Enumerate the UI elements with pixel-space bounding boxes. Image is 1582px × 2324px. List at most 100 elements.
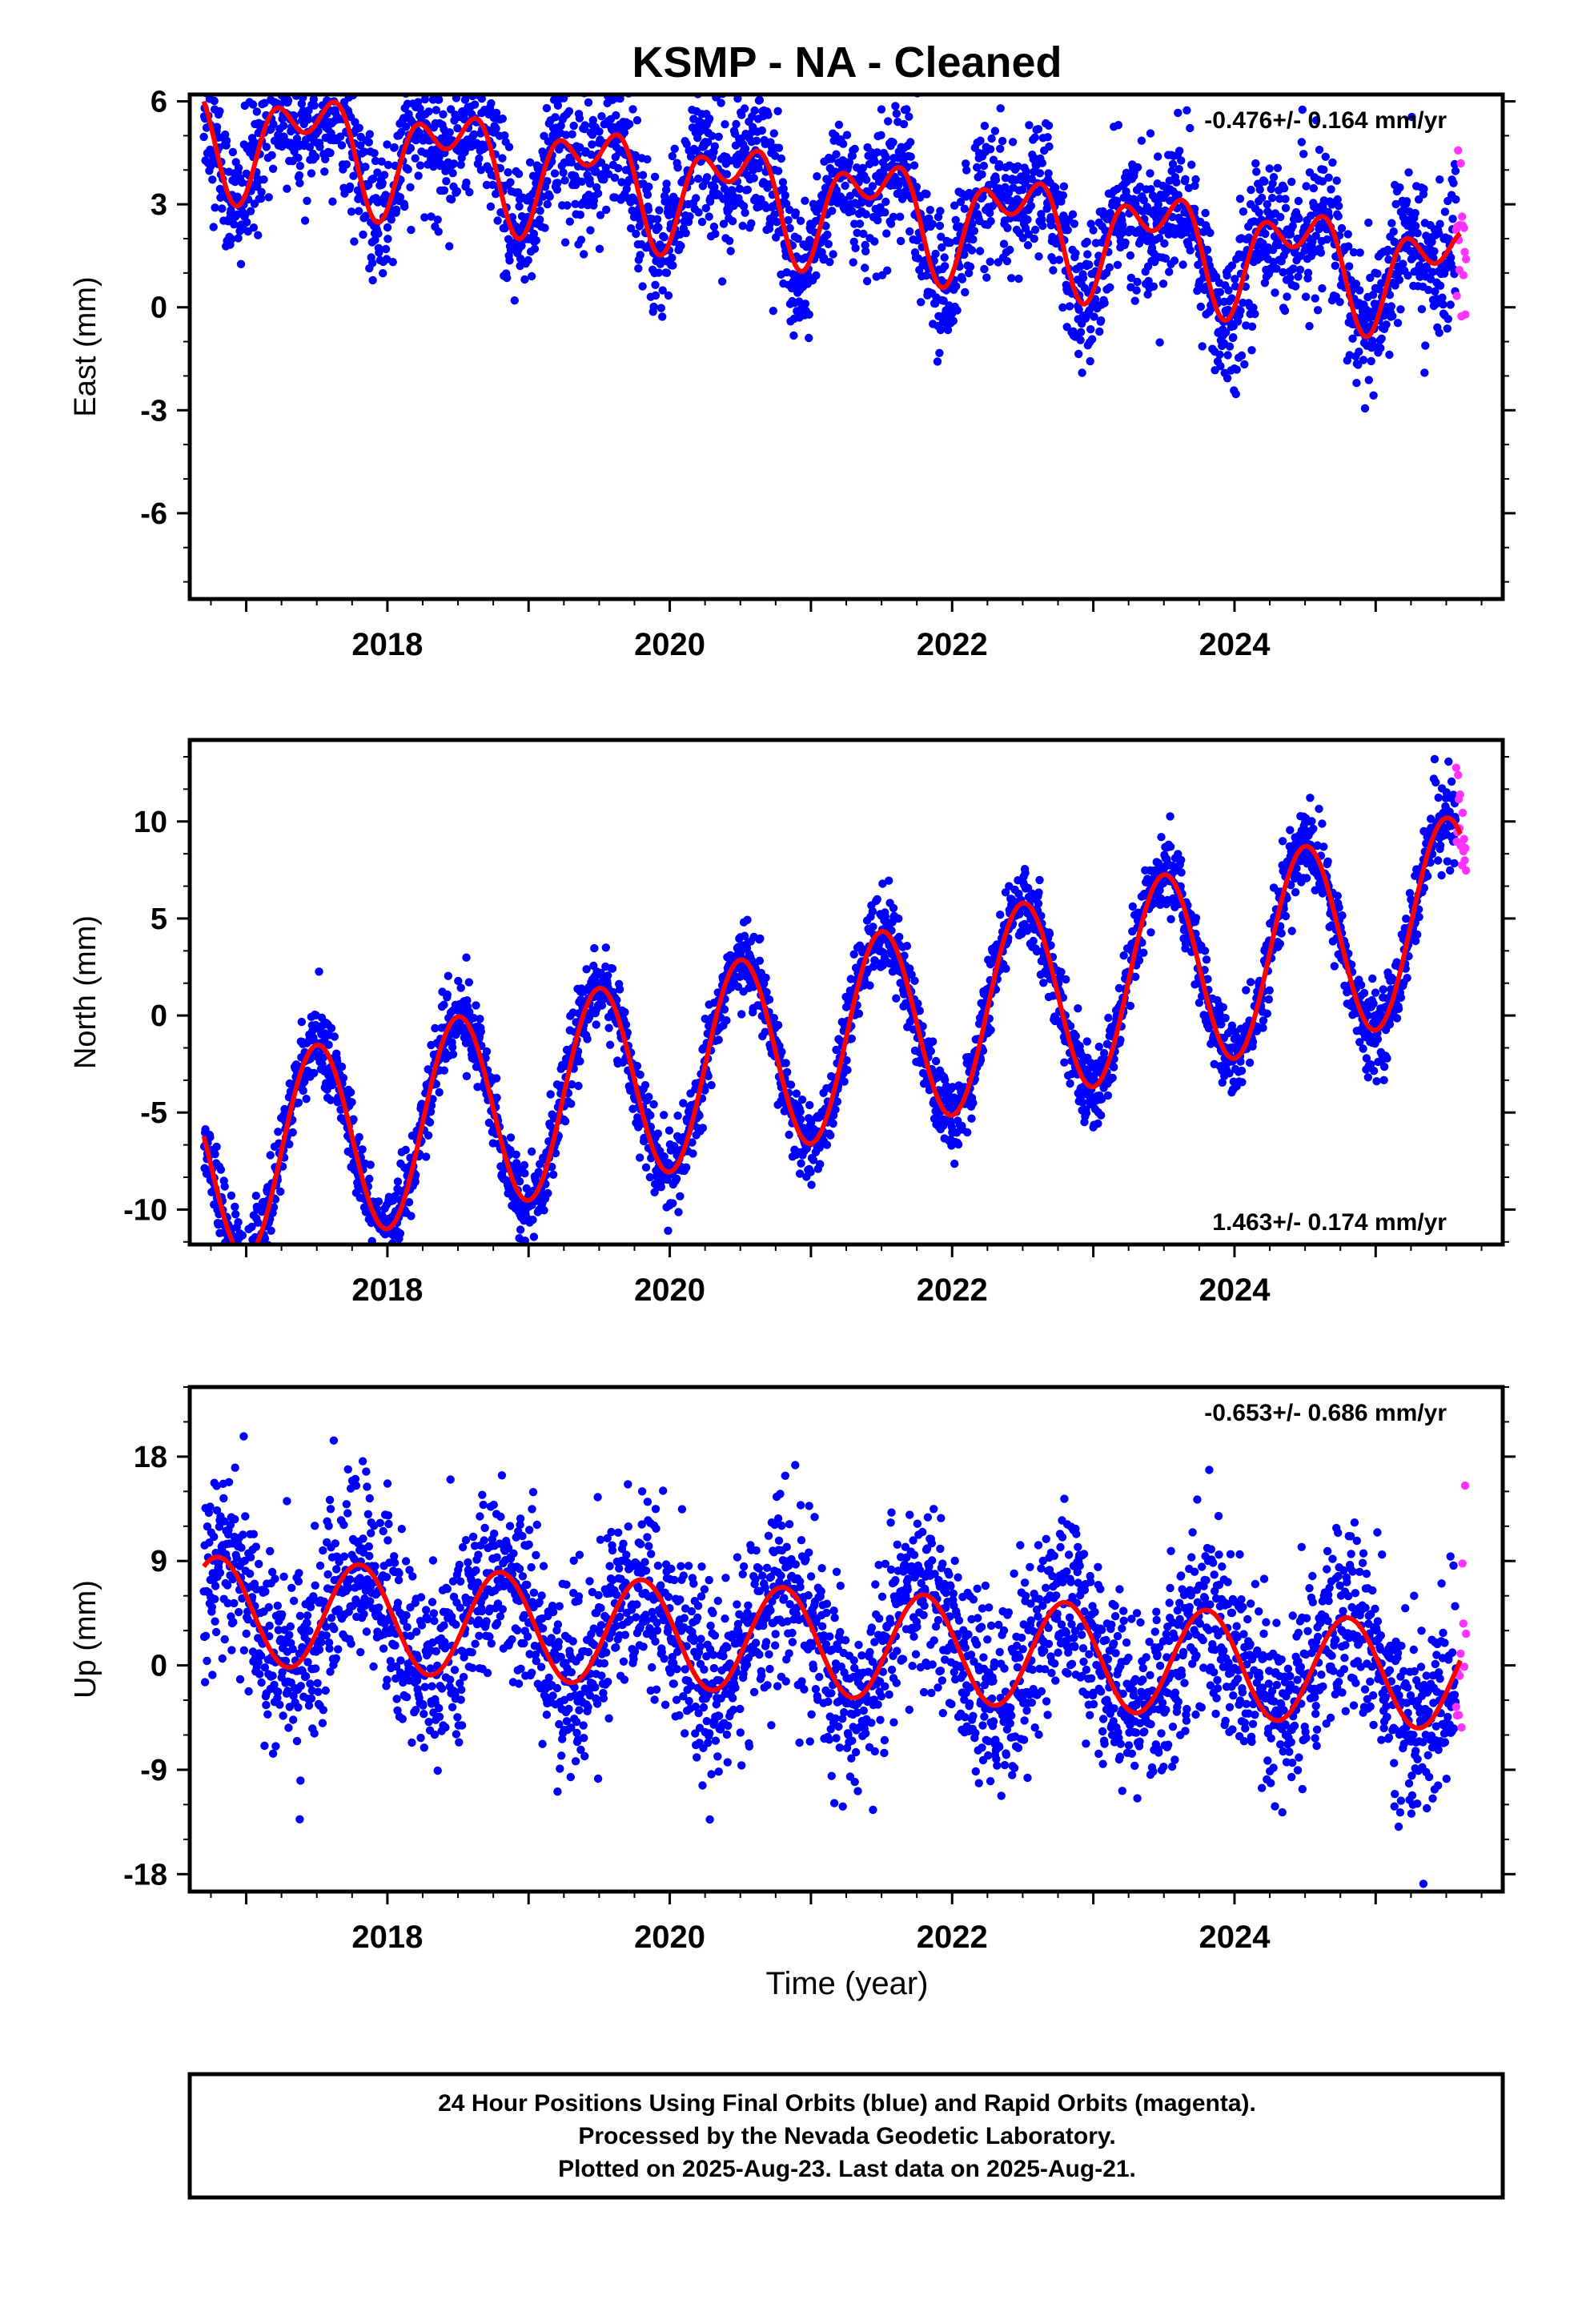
final-orbit-point [889,903,898,913]
final-orbit-point [383,223,392,232]
final-orbit-point [242,1277,250,1285]
final-orbit-point [1352,379,1361,388]
final-orbit-point [444,971,452,980]
final-orbit-point [739,202,749,211]
final-orbit-point [662,268,672,277]
final-orbit-point [373,1246,381,1254]
final-orbit-point [764,111,773,119]
final-orbit-point [728,217,737,226]
final-orbit-point [783,1068,792,1077]
final-orbit-point [1133,277,1142,287]
final-orbit-point [283,96,293,105]
final-orbit-point [441,82,449,90]
final-orbit-point [999,239,1009,248]
final-orbit-point [906,152,915,161]
final-orbit-point [906,138,915,147]
final-orbit-point [1233,317,1243,326]
final-orbit-point [327,1023,336,1033]
final-orbit-point [456,160,465,169]
final-orbit-point [773,218,781,227]
final-orbit-point [465,187,474,197]
final-orbit-point [1227,294,1236,303]
final-orbit-point [314,127,323,135]
final-orbit-point [1313,306,1323,315]
final-orbit-point [482,1047,492,1056]
final-orbit-point [262,143,271,151]
final-orbit-point [1435,281,1445,290]
final-orbit-point [294,1098,303,1108]
final-orbit-point [1273,163,1283,172]
final-orbit-point [644,1092,653,1101]
final-orbit-point [761,973,770,983]
final-orbit-point [1045,142,1054,151]
final-orbit-point [861,247,870,255]
final-orbit-point [636,1070,644,1080]
final-orbit-point [709,222,719,231]
final-orbit-point [1146,185,1155,194]
final-orbit-point [643,191,652,199]
final-orbit-point [215,107,224,116]
final-orbit-point [585,179,595,188]
final-orbit-point [604,170,613,179]
final-orbit-point [256,194,266,203]
final-orbit-point [850,144,859,154]
final-orbit-point [414,171,423,180]
final-orbit-point [638,282,647,291]
final-orbit-point [755,95,765,105]
final-orbit-point [1377,279,1386,287]
final-orbit-point [486,202,496,211]
final-orbit-point [1385,291,1395,300]
final-orbit-point [682,1163,691,1172]
final-orbit-point [676,1192,685,1201]
final-orbit-point [237,1248,245,1256]
final-orbit-point [238,178,247,187]
final-orbit-point [1389,227,1398,236]
final-orbit-point [823,230,832,239]
final-orbit-point [500,131,509,140]
final-orbit-point [909,161,919,170]
final-orbit-point [529,229,539,239]
final-orbit-point [462,1072,472,1081]
final-orbit-point [978,170,986,179]
final-orbit-point [1274,240,1283,250]
final-orbit-point [383,140,391,149]
final-orbit-point [752,136,761,145]
final-orbit-point [877,105,886,114]
final-orbit-point [1355,348,1363,356]
final-orbit-point [587,151,596,159]
final-orbit-point [848,207,857,215]
final-orbit-point [832,150,841,159]
final-orbit-point [1030,234,1038,243]
final-orbit-point [1451,167,1460,175]
final-orbit-point [986,217,995,226]
final-orbit-point [401,123,411,131]
final-orbit-point [960,204,970,213]
final-orbit-point [1086,356,1094,366]
final-orbit-point [1085,260,1094,269]
final-orbit-point [406,143,416,153]
final-orbit-point [1071,249,1080,258]
final-orbit-point [426,80,434,88]
final-orbit-point [980,122,990,131]
final-orbit-point [958,275,967,283]
final-orbit-point [851,243,860,252]
final-orbit-point [561,131,571,139]
final-orbit-point [614,163,623,173]
final-orbit-point [231,1252,239,1260]
final-orbit-point [545,192,554,201]
final-orbit-point [1301,292,1311,301]
final-orbit-point [620,128,629,137]
final-orbit-point [737,1010,746,1019]
final-orbit-point [266,66,274,74]
final-orbit-point [236,1249,244,1257]
final-orbit-point [592,1020,600,1029]
final-orbit-point [434,227,443,236]
final-orbit-point [1316,248,1326,257]
final-orbit-point [1385,350,1394,360]
final-orbit-point [717,277,727,286]
final-orbit-point [1187,160,1196,169]
final-orbit-point [658,312,667,321]
final-orbit-point [548,1162,556,1172]
final-orbit-point [737,111,746,119]
